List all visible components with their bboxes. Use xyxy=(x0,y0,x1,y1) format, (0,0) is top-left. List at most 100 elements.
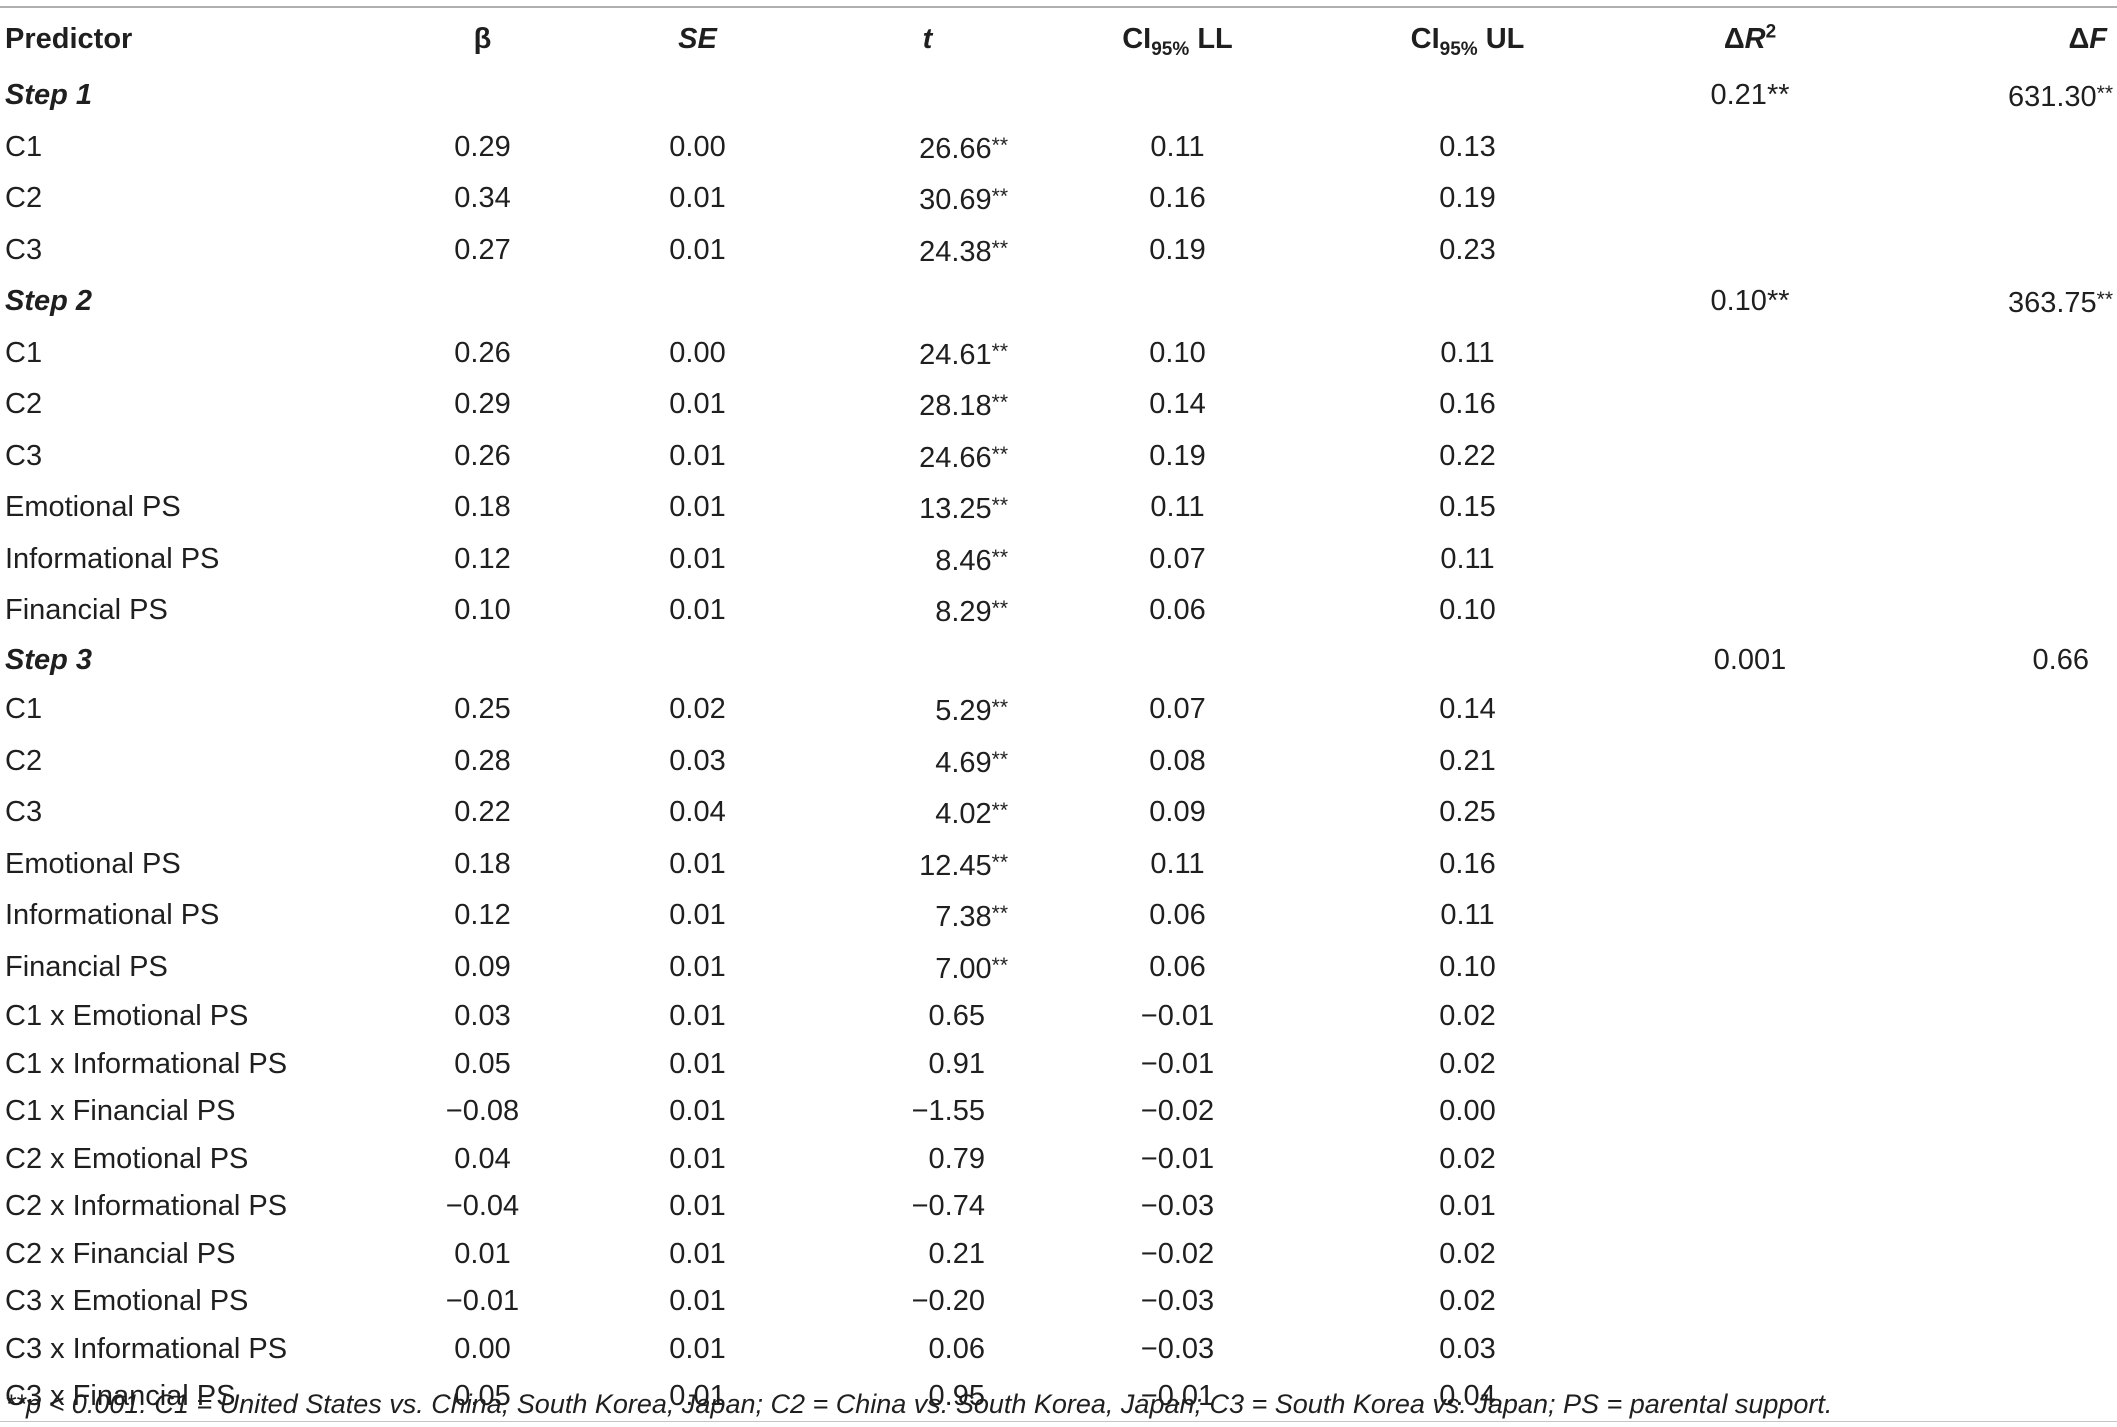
cell-beta: 0.22 xyxy=(385,787,580,839)
cell-delta-f: 0.66 xyxy=(1880,637,2117,685)
cell-t-value: 28.18 xyxy=(919,390,992,422)
cell-predictor-value: Informational PS xyxy=(5,899,220,931)
cell-beta-value: 0.22 xyxy=(454,796,511,828)
cell-empty xyxy=(1040,70,1315,122)
cell-empty xyxy=(1880,225,2117,277)
cell-ci-ll-value: −0.03 xyxy=(1140,1190,1215,1222)
cell-empty xyxy=(1880,1136,2117,1184)
cell-ci-ul-value: 0.14 xyxy=(1439,693,1496,725)
cell-ci-ul-value: 0.02 xyxy=(1439,1285,1496,1317)
cell-predictor: C3 x Emotional PS xyxy=(0,1278,385,1326)
cell-t-significance: ** xyxy=(991,391,1008,414)
cell-beta: −0.08 xyxy=(385,1088,580,1136)
header-delta-r2-delta: Δ xyxy=(1723,23,1745,55)
cell-se: 0.01 xyxy=(580,482,815,534)
cell-t: 24.38** xyxy=(815,225,1040,277)
header-ci-ll-sub: 95% xyxy=(1151,38,1190,60)
cell-predictor: C2 xyxy=(0,379,385,431)
cell-ci-ll: 0.11 xyxy=(1040,122,1315,174)
cell-t-significance: ** xyxy=(991,902,1008,925)
cell-beta: −0.04 xyxy=(385,1183,580,1231)
cell-ci-ul: 0.16 xyxy=(1315,839,1620,891)
cell-ci-ul: 0.23 xyxy=(1315,225,1620,277)
cell-se: 0.04 xyxy=(580,787,815,839)
cell-se: 0.01 xyxy=(580,1231,815,1279)
cell-t: 7.38** xyxy=(815,890,1040,942)
cell-t-significance: ** xyxy=(991,747,1008,771)
cell-ci-ll: −0.02 xyxy=(1040,1231,1315,1279)
cell-beta: 0.03 xyxy=(385,993,580,1041)
cell-empty xyxy=(1620,173,1880,225)
cell-empty xyxy=(1880,839,2117,891)
table-row: C3 0.27 0.01 24.38** 0.19 0.23 xyxy=(0,225,2117,277)
cell-t: 4.02** xyxy=(815,787,1040,839)
cell-delta-r2-significance: ** xyxy=(1766,285,1790,317)
cell-beta: 0.05 xyxy=(385,1373,580,1421)
cell-ci-ul: 0.04 xyxy=(1315,1373,1620,1421)
cell-t-value: 0.95 xyxy=(928,1380,985,1412)
cell-t-significance: ** xyxy=(991,236,1008,260)
cell-empty xyxy=(1620,534,1880,586)
cell-delta-f-value: 0.66 xyxy=(2032,643,2089,676)
cell-delta-r2-value: 0.001 xyxy=(1713,643,1787,676)
cell-predictor-value: Emotional PS xyxy=(5,847,181,880)
cell-predictor-value: C3 x Emotional PS xyxy=(5,1285,249,1317)
cell-predictor-value: Emotional PS xyxy=(5,491,181,523)
cell-t: 0.91 xyxy=(815,1041,1040,1089)
cell-t-value: −0.20 xyxy=(911,1285,985,1317)
cell-ci-ul: 0.19 xyxy=(1315,173,1620,225)
cell-beta: 0.29 xyxy=(385,379,580,431)
table-row: Informational PS 0.12 0.01 8.46** 0.07 0.11 xyxy=(0,534,2117,586)
cell-predictor: C1 x Financial PS xyxy=(0,1088,385,1136)
cell-t: 26.66** xyxy=(815,122,1040,174)
cell-predictor: C3 xyxy=(0,225,385,277)
cell-predictor-value: C1 x Emotional PS xyxy=(5,1000,249,1032)
cell-ci-ll-value: −0.02 xyxy=(1140,1095,1215,1127)
cell-predictor: C2 x Informational PS xyxy=(0,1183,385,1231)
step-row: Step 2 0.10** 363.75** xyxy=(0,276,2117,328)
table-row: C2 x Informational PS −0.04 0.01 −0.74 −0.03… xyxy=(0,1183,2117,1231)
cell-empty xyxy=(815,637,1040,685)
cell-predictor-value: Financial PS xyxy=(5,950,168,983)
cell-empty xyxy=(1620,431,1880,483)
cell-delta-r2: 0.10** xyxy=(1620,276,1880,328)
cell-beta: 0.09 xyxy=(385,942,580,994)
cell-t-significance: ** xyxy=(991,799,1008,822)
cell-t-value: 0.65 xyxy=(928,1000,985,1032)
header-predictor: Predictor xyxy=(5,23,133,55)
cell-beta: 0.26 xyxy=(385,431,580,483)
cell-ci-ll: 0.19 xyxy=(1040,225,1315,277)
cell-t-significance: ** xyxy=(991,597,1008,620)
cell-ci-ul-value: 0.15 xyxy=(1439,491,1496,523)
cell-se: 0.00 xyxy=(580,122,815,174)
cell-ci-ll-value: 0.07 xyxy=(1149,693,1206,725)
table-row: C1 0.26 0.00 24.61** 0.10 0.11 xyxy=(0,328,2117,380)
cell-delta-f-value: 363.75 xyxy=(2007,287,2097,319)
cell-ci-ul-value: 0.13 xyxy=(1439,130,1496,163)
cell-empty xyxy=(580,276,815,328)
cell-beta-value: 0.12 xyxy=(454,899,511,931)
cell-t: 0.21 xyxy=(815,1231,1040,1279)
cell-se-value: 0.01 xyxy=(669,1332,726,1365)
cell-empty xyxy=(815,276,1040,328)
cell-t: 0.79 xyxy=(815,1136,1040,1184)
cell-empty xyxy=(1620,585,1880,637)
cell-ci-ul-value: 0.02 xyxy=(1439,1237,1496,1270)
cell-ci-ll-value: 0.08 xyxy=(1149,744,1206,777)
cell-beta-value: 0.05 xyxy=(454,1047,511,1080)
cell-se-value: 0.01 xyxy=(669,439,726,472)
cell-se: 0.01 xyxy=(580,1373,815,1421)
cell-empty xyxy=(1620,1183,1880,1231)
cell-se-value: 0.01 xyxy=(669,1000,726,1032)
cell-se: 0.01 xyxy=(580,379,815,431)
cell-ci-ll-value: 0.19 xyxy=(1149,439,1206,472)
cell-ci-ul: 0.14 xyxy=(1315,684,1620,736)
cell-ci-ul: 0.11 xyxy=(1315,890,1620,942)
cell-t: 24.66** xyxy=(815,431,1040,483)
cell-se: 0.01 xyxy=(580,890,815,942)
cell-beta: 0.18 xyxy=(385,839,580,891)
cell-se: 0.01 xyxy=(580,534,815,586)
cell-beta: 0.25 xyxy=(385,684,580,736)
cell-beta-value: −0.04 xyxy=(445,1190,520,1222)
cell-se: 0.01 xyxy=(580,1088,815,1136)
